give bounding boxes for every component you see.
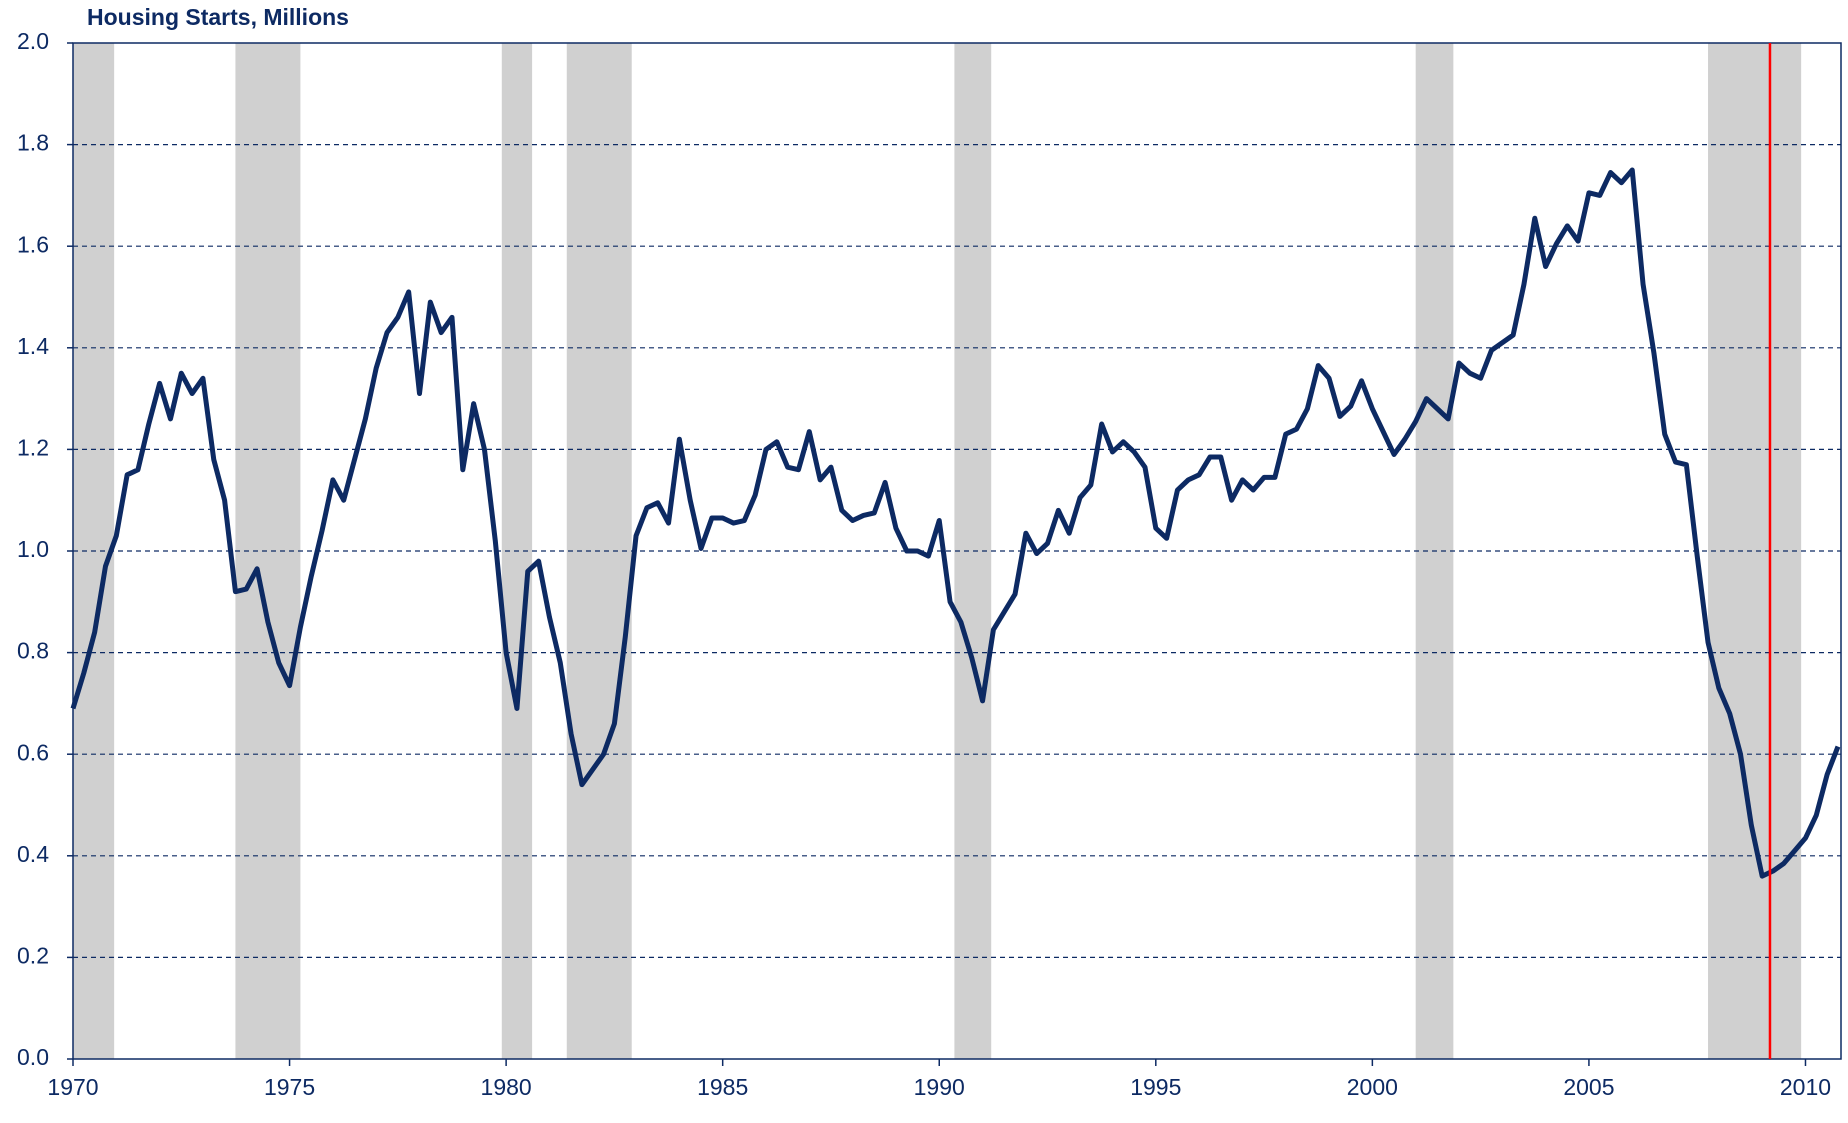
y-tick-label: 0.6 (17, 739, 49, 765)
y-tick-label: 1.2 (17, 434, 49, 460)
y-tick-label: 0.0 (17, 1044, 49, 1070)
x-tick-label: 1995 (1130, 1074, 1181, 1100)
x-tick-label: 2000 (1347, 1074, 1398, 1100)
x-tick-label: 2005 (1563, 1074, 1614, 1100)
plot-frame (72, 42, 1842, 1060)
chart-title: Housing Starts, Millions (87, 4, 349, 30)
data-line (70, 167, 1841, 879)
y-tick-label: 1.6 (17, 231, 49, 257)
x-tick-label: 1985 (697, 1074, 748, 1100)
y-tick-label: 1.0 (17, 536, 49, 562)
y-tick-label: 0.8 (17, 638, 49, 664)
y-tick-label: 2.0 (17, 28, 49, 54)
x-tick-label: 1975 (264, 1074, 315, 1100)
y-tick-label: 1.4 (17, 333, 49, 359)
y-tick-label: 1.8 (17, 130, 49, 156)
x-tick-label: 1970 (47, 1074, 98, 1100)
x-tick-label: 2010 (1780, 1074, 1831, 1100)
x-tick-label: 1990 (914, 1074, 965, 1100)
y-tick-label: 0.4 (17, 841, 49, 867)
y-tick-label: 0.2 (17, 942, 49, 968)
x-tick-label: 1980 (481, 1074, 532, 1100)
